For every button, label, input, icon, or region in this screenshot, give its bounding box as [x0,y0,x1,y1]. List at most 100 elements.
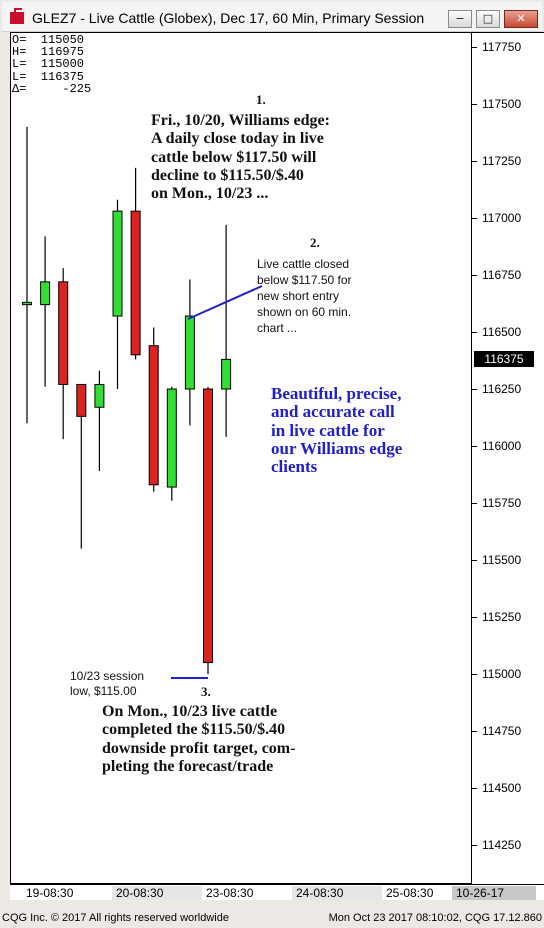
time-tick-label: 25-08:30 [386,886,434,900]
callout-line: clients [271,457,318,477]
price-tick [472,503,477,504]
callout-line: in live cattle for [271,420,385,440]
price-tick-label: 117000 [482,211,522,225]
price-tick-label: 114750 [482,724,522,738]
annotation-number-3: 3. [201,684,211,699]
price-tick-label: 115250 [482,610,522,624]
callout-text: Beautiful, precise, and accurate call in… [271,384,403,477]
short-entry-pointer-line [187,285,263,320]
time-band [292,886,382,900]
time-band [112,886,202,900]
callout-line: our Williams edge [271,438,403,458]
ohlc-last: L= 116375 [12,69,85,84]
price-tick [472,218,477,219]
price-tick [472,674,477,675]
last-price-tag: 116375 [474,351,534,367]
session-low-line: 10/23 session [70,669,145,683]
price-tick [472,47,477,48]
price-tick [472,617,477,618]
price-tick-label: 116000 [482,439,522,453]
note2-line: new short entry [257,289,340,303]
note2-line: Live cattle closed [257,257,350,271]
session-low-line: low, $115.00 [70,684,137,698]
price-tick-label: 116250 [482,382,522,396]
candle-body-down [148,345,159,486]
price-tick-label: 116500 [482,325,522,339]
annotation-note-3: On Mon., 10/23 live cattle completed the… [102,703,295,776]
candle-body-up [40,281,51,306]
time-tick-label: 10-26-17 [456,886,505,900]
price-tick [472,389,477,390]
price-tick [472,104,477,105]
note2-line: shown on 60 min. [257,305,352,319]
note1-line: cattle below $117.50 will [151,148,317,166]
candle-body-up [94,383,105,408]
annotation-number-1: 1. [256,92,266,107]
candle-body-down [76,383,87,417]
maximize-button[interactable]: □ [476,10,500,28]
candle-body-up [112,210,123,317]
candle-body-up [22,301,32,306]
time-axis[interactable]: 19-08:30 20-08:30 23-08:30 24-08:30 25-08:30… [10,884,544,900]
price-tick-label: 115000 [482,667,522,681]
price-tick-label: 117750 [482,40,522,54]
time-tick-label: 23-08:30 [206,886,254,900]
annotation-number-2: 2. [310,235,320,250]
time-band [452,886,536,900]
time-tick-label: 24-08:30 [296,886,344,900]
annotation-note-1: Fri., 10/20, Williams edge: A daily clos… [151,112,330,203]
price-tick-label: 115500 [482,553,522,567]
price-tick-label: 116750 [482,268,522,282]
note2-line: chart ... [257,321,298,335]
ohlc-change: Δ= -225 [12,81,92,96]
price-tick [472,560,477,561]
ohlc-readout: O= 115050 H= 116975 L= 115000 L= 116375 … [12,34,91,95]
note3-line: downside profit target, com- [102,739,296,757]
time-tick-label: 20-08:30 [116,886,164,900]
time-tick-label: 19-08:30 [26,886,74,900]
candle-body-down [130,210,141,356]
title-bar[interactable]: GLEZ7 - Live Cattle (Globex), Dec 17, 60… [2,2,542,32]
price-tick [472,845,477,846]
ohlc-open: O= 115050 [12,33,85,47]
price-tick-label: 114500 [482,781,522,795]
note1-line: decline to $115.50/$.40 [151,166,304,184]
note1-line: on Mon., 10/23 ... [151,185,269,203]
candle-body-down [58,281,69,385]
annotation-note-2: Live cattle closed below $117.50 for new… [257,256,352,336]
price-tick [472,275,477,276]
price-tick-label: 114250 [482,838,522,852]
window-title: GLEZ7 - Live Cattle (Globex), Dec 17, 60… [32,10,425,26]
candle-body-up [184,315,195,390]
session-low-label: 10/23 session low, $115.00 [70,669,144,699]
candlestick-chart [22,126,263,679]
callout-line: and accurate call [271,402,395,422]
candle-body-up [166,388,177,488]
price-axis[interactable]: 117750 117500 117250 117000 116750 116500 1162… [472,32,544,884]
price-tick [472,161,477,162]
note1-line: Fri., 10/20, Williams edge: [151,112,330,129]
price-tick [472,788,477,789]
candle-body-down [203,388,213,664]
close-button[interactable]: ✕ [504,10,538,28]
copyright-text: CQG Inc. © 2017 All rights reserved worl… [2,912,229,924]
price-tick [472,731,477,732]
ohlc-low: L= 115000 [12,57,85,72]
candle-body-up [221,358,232,390]
price-tick [472,446,477,447]
chart-plot-area[interactable] [10,32,472,884]
ohlc-high: H= 116975 [12,45,85,60]
note3-line: completed the $115.50/$.40 [102,721,286,739]
timestamp-text: Mon Oct 23 2017 08:10:02, CQG 17.12.860 [328,912,542,924]
price-tick [472,332,477,333]
minimize-button[interactable]: − [448,10,472,28]
note2-line: below $117.50 for [257,273,352,287]
cqg-app-icon [10,8,24,24]
callout-line: Beautiful, precise, [271,384,402,403]
status-footer: CQG Inc. © 2017 All rights reserved worl… [0,910,544,928]
note3-line: pleting the forecast/trade [102,757,274,775]
price-tick-label: 117500 [482,97,522,111]
scroll-strip[interactable] [10,900,544,910]
price-tick-label: 115750 [482,496,522,510]
